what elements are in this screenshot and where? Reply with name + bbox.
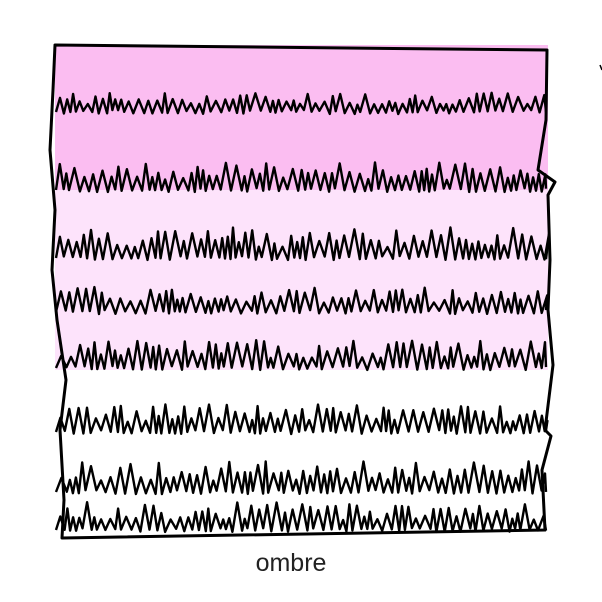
fringe-row-7 [54,460,548,496]
fringe-row-5 [54,339,548,372]
fringe-row-1 [54,91,548,116]
ruffle-outline [48,43,557,540]
fringe-row-4 [54,285,549,316]
light-pink-band [55,190,548,370]
fringe-row-2 [54,161,548,194]
fringe-row-8 [54,501,548,534]
fringe-ink-lines [54,91,551,534]
ombre-color-bands [55,45,548,540]
fringe-row-3 [54,226,551,262]
fringe-row-6 [54,403,549,436]
caption-label: ombre [255,549,327,577]
dark-pink-band [55,45,548,190]
